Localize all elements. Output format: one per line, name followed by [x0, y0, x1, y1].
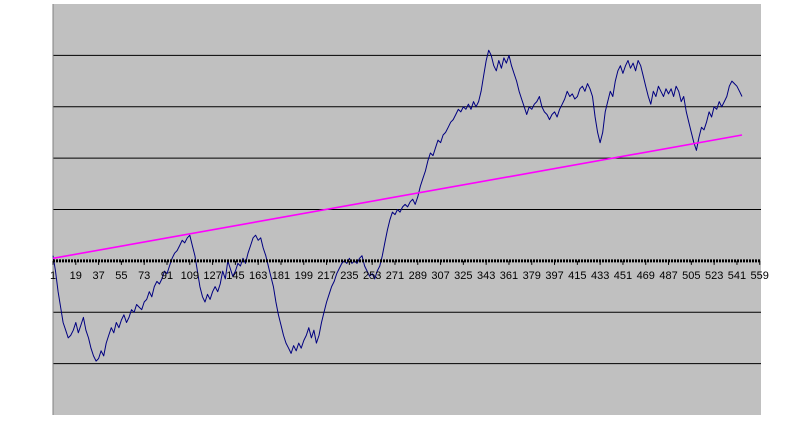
x-tick-label: 271 — [386, 270, 404, 282]
x-tick-label: 109 — [181, 270, 199, 282]
x-tick-label: 523 — [705, 270, 723, 282]
series-line — [52, 49, 743, 362]
x-tick-label: 379 — [523, 270, 541, 282]
x-tick-label: 127 — [203, 270, 221, 282]
x-tick-label: 217 — [317, 270, 335, 282]
x-tick-label: 397 — [545, 270, 563, 282]
x-tick-label: 235 — [340, 270, 358, 282]
x-tick-label: 289 — [409, 270, 427, 282]
x-tick-label: 325 — [454, 270, 472, 282]
x-tick-label: 55 — [115, 270, 127, 282]
x-tick-label: 415 — [568, 270, 586, 282]
x-axis: 1 19 37 55 73 91 109 127 145 163 181 199 217 235 253 27… — [50, 259, 769, 282]
x-tick-label: 181 — [272, 270, 290, 282]
x-tick-label: 469 — [637, 270, 655, 282]
x-tick-label: 343 — [477, 270, 495, 282]
x-tick-label: 91 — [161, 270, 173, 282]
x-tick-label: 73 — [138, 270, 150, 282]
x-tick-label: 487 — [659, 270, 677, 282]
x-tick-label: 163 — [249, 270, 267, 282]
trend-line — [52, 134, 743, 260]
x-tick-label: 433 — [591, 270, 609, 282]
x-tick-label: 361 — [500, 270, 518, 282]
x-tick-label: 505 — [682, 270, 700, 282]
x-tick-label: 37 — [92, 270, 104, 282]
x-tick-label: 145 — [226, 270, 244, 282]
x-tick-label: 451 — [614, 270, 632, 282]
series-layer — [52, 49, 743, 362]
gridlines — [52, 4, 761, 415]
x-tick-label: 1 — [50, 270, 56, 282]
x-tick-label: 19 — [70, 270, 82, 282]
x-tick-label: 307 — [431, 270, 449, 282]
x-tick-label: 253 — [363, 270, 381, 282]
x-tick-label: 541 — [728, 270, 746, 282]
x-tick-label: 199 — [295, 270, 313, 282]
x-tick-label: 559 — [751, 270, 769, 282]
